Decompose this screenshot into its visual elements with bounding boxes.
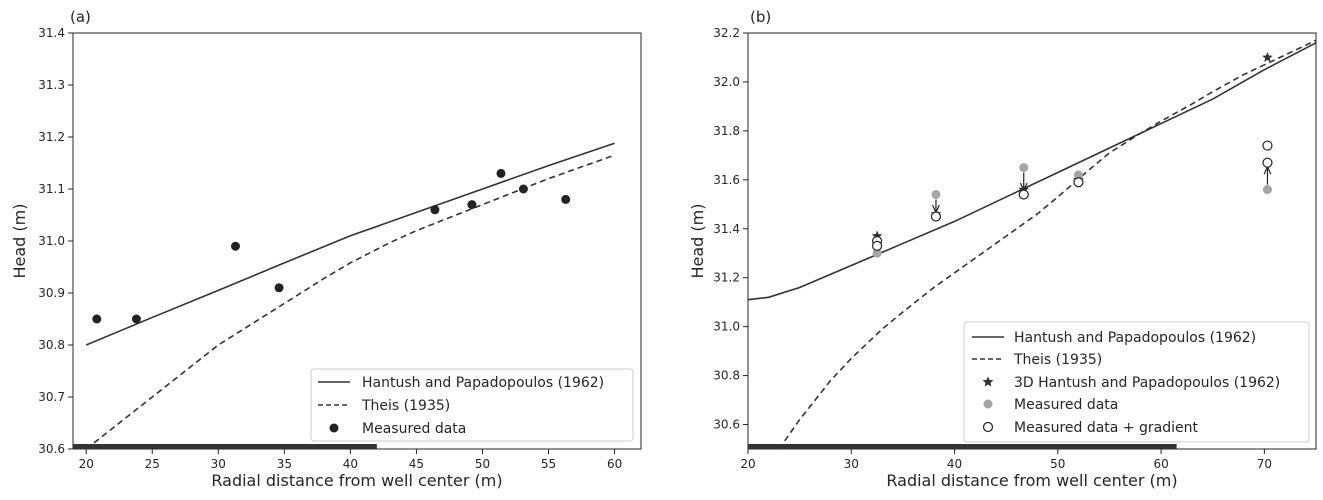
- point-measured-gradient: [1262, 140, 1273, 151]
- panel-a-legend-hantush: Hantush and Papadopoulos (1962): [362, 375, 604, 391]
- panel-b-legend-gradient: Measured data + gradient: [1014, 420, 1198, 436]
- x-tick-label: 30: [211, 457, 226, 471]
- point-measured-gradient: [1262, 157, 1273, 168]
- point-measured: [131, 314, 141, 324]
- panel-b-gradient-arrows: [877, 167, 1267, 249]
- point-measured-gradient: [871, 240, 883, 251]
- series-line-hantush: [85, 142, 615, 346]
- x-tick-label: 40: [947, 457, 962, 471]
- panel-b-legend-measured-swatch: [983, 399, 993, 409]
- well-screen-bar: [748, 444, 1177, 449]
- y-tick-label: 31.4: [38, 26, 65, 40]
- panel-a-series: [73, 142, 615, 450]
- point-measured: [274, 283, 284, 293]
- panel-a-legend-box: [310, 368, 634, 442]
- panel-b-y-axis-label: Head (m): [688, 204, 707, 279]
- point-measured: [1073, 170, 1083, 180]
- y-tick-label: 32.0: [713, 75, 740, 89]
- y-tick-label: 31.2: [713, 271, 740, 285]
- y-tick-label: 30.9: [38, 286, 65, 300]
- point-measured: [931, 190, 941, 200]
- y-tick-label: 32.2: [713, 26, 740, 40]
- panel-b-y-ticks: 30.6 30.8 31.0 31.2 31.4 31.6 31.8 32.0 32.2: [713, 26, 748, 432]
- point-measured-gradient: [930, 211, 942, 222]
- x-tick-label: 60: [607, 457, 622, 471]
- y-tick-label: 31.8: [713, 124, 740, 138]
- series-line-theis: [778, 39, 1317, 450]
- chart-panel-b: (b) 20 30 40 50 60 70 30.6 30.8 31.0 31.2 31.4 31.…: [688, 8, 1317, 490]
- panel-b-legend-measured: Measured data: [1014, 397, 1118, 413]
- y-tick-label: 31.0: [38, 234, 65, 248]
- panel-b-x-ticks: 20 30 40 50 60 70: [740, 449, 1272, 471]
- panel-a-legend-theis: Theis (1935): [361, 398, 450, 414]
- point-measured: [1019, 163, 1029, 173]
- panel-a-x-ticks: 20 25 30 35 40 45 50 55 60: [79, 449, 622, 471]
- point-measured: [561, 194, 571, 204]
- y-tick-label: 30.8: [713, 369, 740, 383]
- point-measured: [430, 205, 440, 215]
- y-tick-label: 31.1: [38, 182, 65, 196]
- series-line-hantush: [747, 42, 1317, 301]
- x-tick-label: 60: [1153, 457, 1168, 471]
- panel-a-y-axis-label: Head (m): [10, 204, 29, 279]
- y-tick-label: 31.3: [38, 78, 65, 92]
- panel-a-x-axis-label: Radial distance from well center (m): [211, 471, 502, 490]
- x-tick-label: 20: [79, 457, 94, 471]
- series-line-theis: [85, 154, 615, 450]
- point-measured: [92, 314, 102, 324]
- point-measured-gradient: [1073, 177, 1084, 188]
- x-tick-label: 50: [475, 457, 490, 471]
- x-tick-label: 55: [541, 457, 556, 471]
- y-tick-label: 30.6: [38, 442, 65, 456]
- panel-a-legend-measured: Measured data: [362, 421, 466, 437]
- point-measured: [1262, 185, 1272, 195]
- point-measured: [230, 241, 240, 251]
- x-tick-label: 50: [1050, 457, 1065, 471]
- chart-panel-a: (a) 20 25 30 35 40 45 50 55 60 30.630.730.830.93…: [10, 8, 642, 490]
- x-tick-label: 45: [409, 457, 424, 471]
- panel-b-legend-hantush: Hantush and Papadopoulos (1962): [1014, 330, 1256, 346]
- panel-a-label: (a): [70, 8, 91, 26]
- panel-b-legend-gradient-swatch: [982, 421, 994, 433]
- point-measured-gradient: [1018, 189, 1029, 200]
- y-tick-label: 31.6: [713, 173, 740, 187]
- panel-b-x-axis-label: Radial distance from well center (m): [886, 471, 1177, 490]
- y-tick-label: 31.4: [713, 222, 740, 236]
- panel-b-label: (b): [750, 8, 771, 26]
- y-tick-label: 31.2: [38, 130, 65, 144]
- panel-b-legend-3d: 3D Hantush and Papadopoulos (1962): [1014, 375, 1280, 391]
- well-screen-bar: [73, 444, 377, 449]
- panel-b-legend-theis: Theis (1935): [1013, 352, 1102, 368]
- y-tick-label: 30.6: [713, 418, 740, 432]
- panel-a-legend: Hantush and Papadopoulos (1962) Theis (1…: [310, 368, 634, 442]
- panel-b-series: [747, 39, 1317, 450]
- y-tick-label: 30.8: [38, 338, 65, 352]
- panel-b-legend-box: [963, 321, 1310, 443]
- x-tick-label: 70: [1257, 457, 1272, 471]
- x-tick-label: 20: [740, 457, 755, 471]
- panel-b-legend: Hantush and Papadopoulos (1962) Theis (1…: [963, 321, 1310, 443]
- panel-b-legend-3d-swatch: [982, 376, 994, 387]
- point-3d-hantush: [1262, 51, 1273, 62]
- y-tick-label: 30.7: [38, 390, 65, 404]
- panel-a-legend-measured-swatch: [329, 423, 339, 433]
- point-measured: [518, 184, 528, 194]
- y-tick-label: 31.0: [713, 320, 740, 334]
- panel-a-y-ticks: 30.6 30.7 30.8 30.9 31.0 31.1 31.2 31.3 31.4: [38, 26, 73, 456]
- x-tick-label: 35: [277, 457, 292, 471]
- x-tick-label: 30: [844, 457, 859, 471]
- x-tick-label: 40: [343, 457, 358, 471]
- point-measured: [872, 248, 882, 258]
- point-measured: [467, 200, 477, 210]
- point-measured: [496, 168, 506, 178]
- x-tick-label: 25: [145, 457, 160, 471]
